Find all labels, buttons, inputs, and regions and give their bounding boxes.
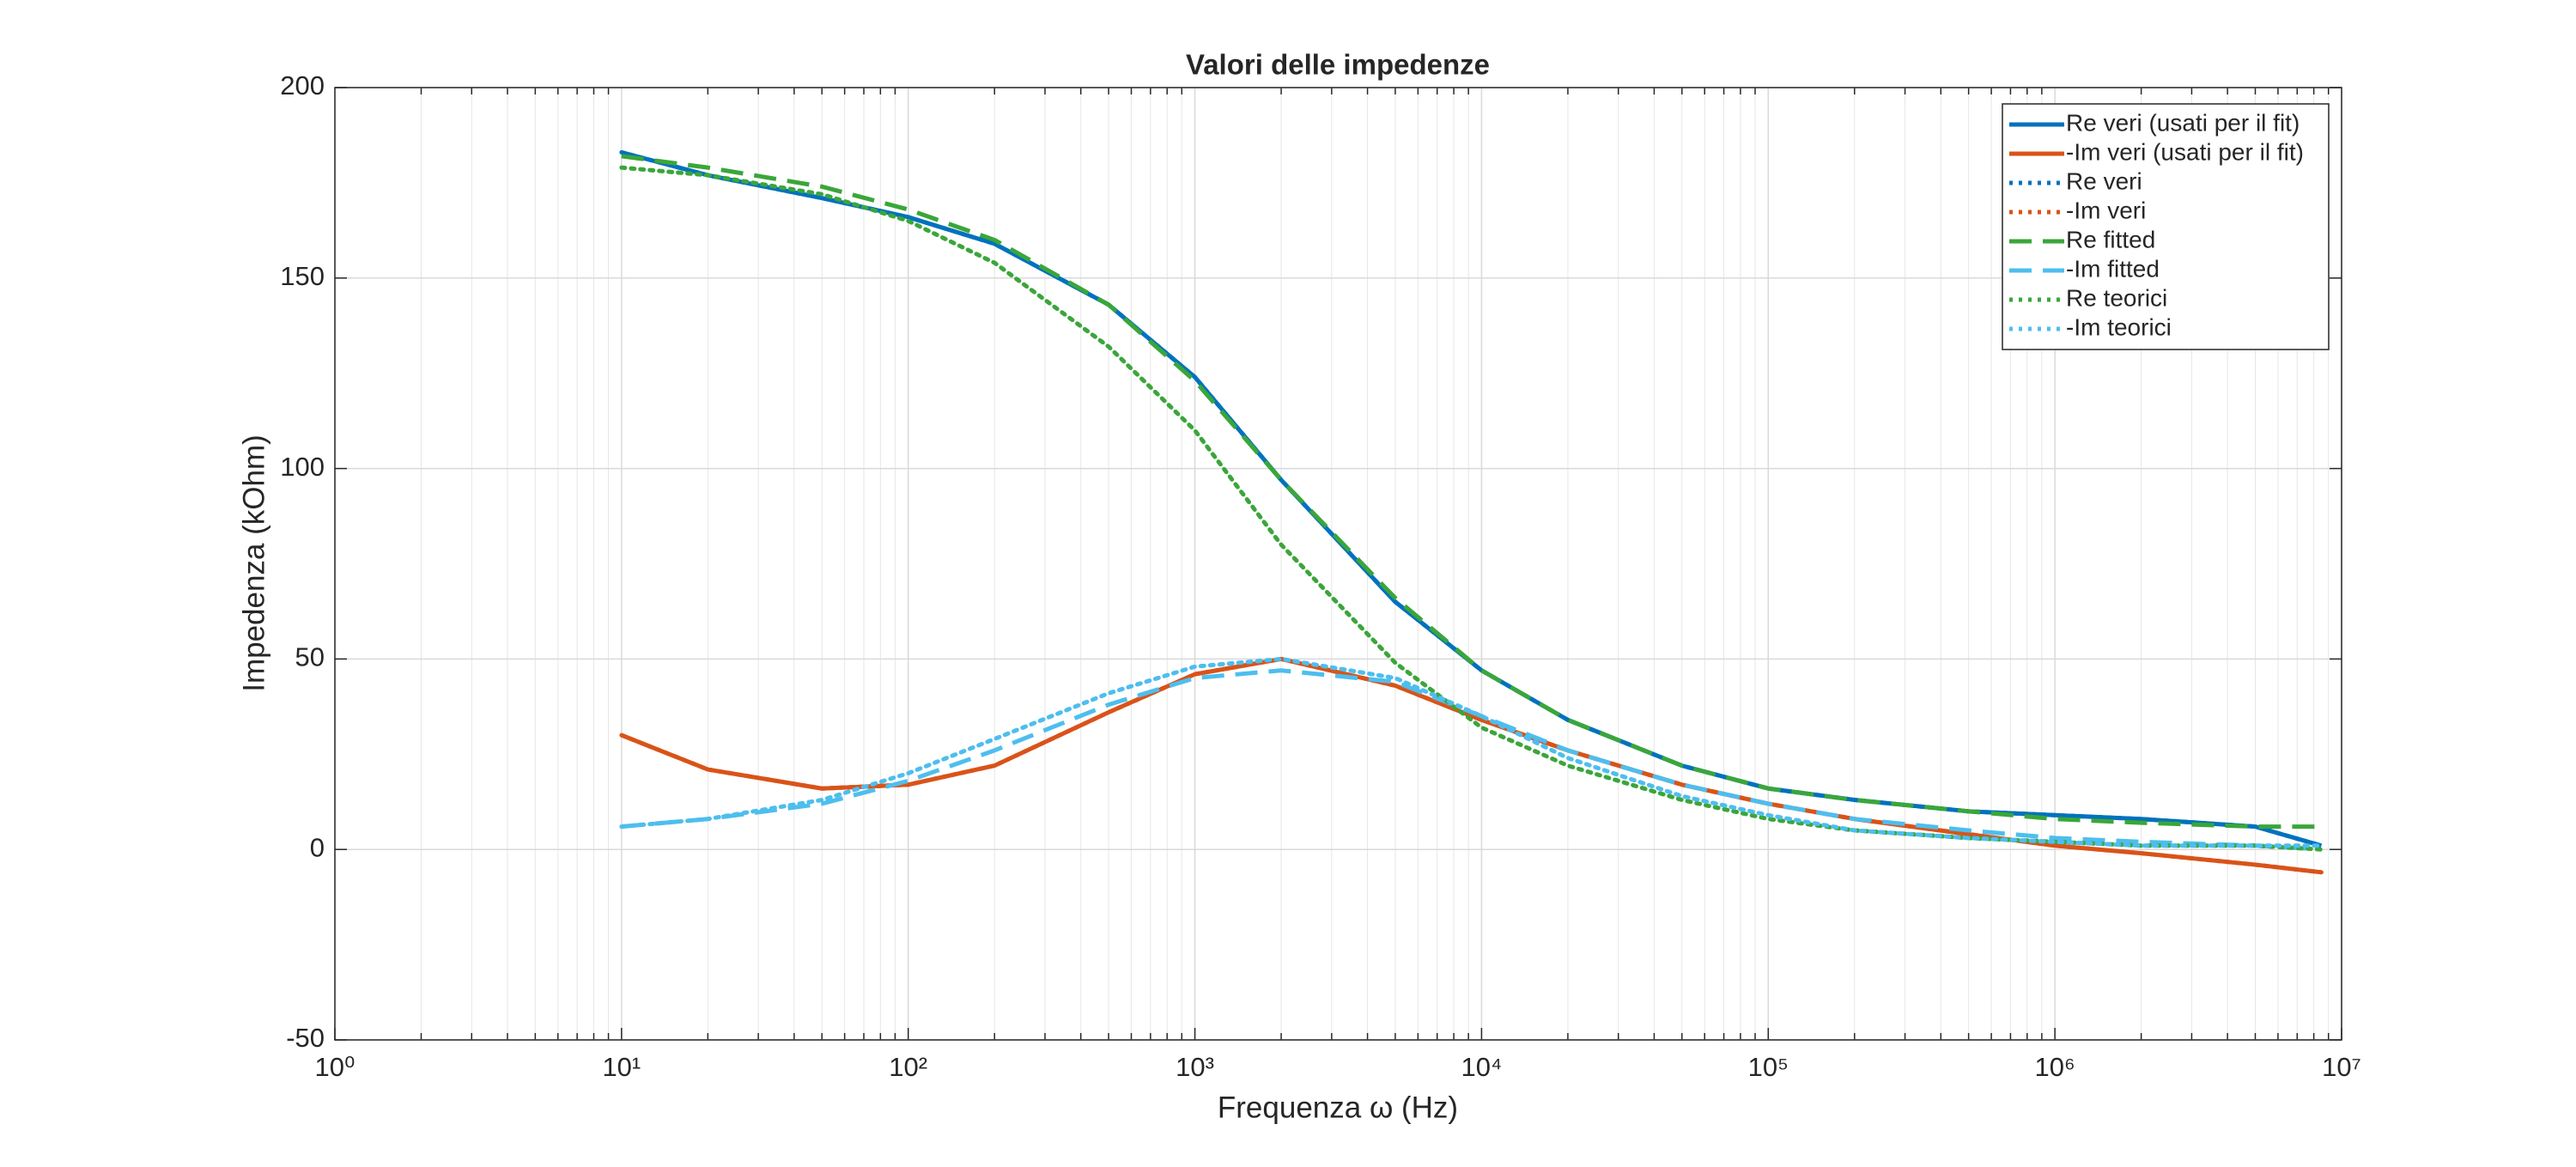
legend-label: Re veri (usati per il fit) [2066,109,2300,136]
x-tick-label: 10⁶ [2035,1052,2075,1082]
legend-label: -Im fitted [2066,255,2160,282]
x-tick-label: 10⁰ [315,1052,355,1082]
legend-label: -Im veri (usati per il fit) [2066,138,2304,165]
y-tick-label: 0 [310,832,325,862]
y-tick-label: 150 [280,261,325,291]
x-tick-label: 10⁷ [2322,1052,2361,1082]
plot-frame [334,87,2342,1041]
legend-label: Re teorici [2066,284,2167,311]
chart-title: Valori delle impedenze [1186,49,1490,81]
x-axis-label: Frequenza ω (Hz) [1218,1091,1458,1124]
legend-label: Re veri [2066,167,2142,194]
x-tick-label: 10¹ [602,1052,641,1082]
y-axis-label: Impedenza (kOhm) [237,435,270,692]
legend-label: Re fitted [2066,226,2155,252]
legend-label: -Im teorici [2066,313,2172,340]
x-tick-label: 10⁴ [1461,1052,1503,1082]
series-line [619,656,2324,848]
series-line [619,149,2324,848]
y-tick-label: 100 [280,452,325,482]
series-line [619,656,2324,875]
x-tick-label: 10⁵ [1748,1052,1789,1082]
x-tick-label: 10² [889,1052,927,1082]
legend-label: -Im veri [2066,197,2146,223]
x-tick-label: 10³ [1176,1052,1214,1082]
legend-box [2002,103,2330,350]
y-tick-label: 200 [280,70,325,100]
y-tick-label: 50 [295,642,325,672]
y-tick-label: -50 [286,1023,325,1053]
